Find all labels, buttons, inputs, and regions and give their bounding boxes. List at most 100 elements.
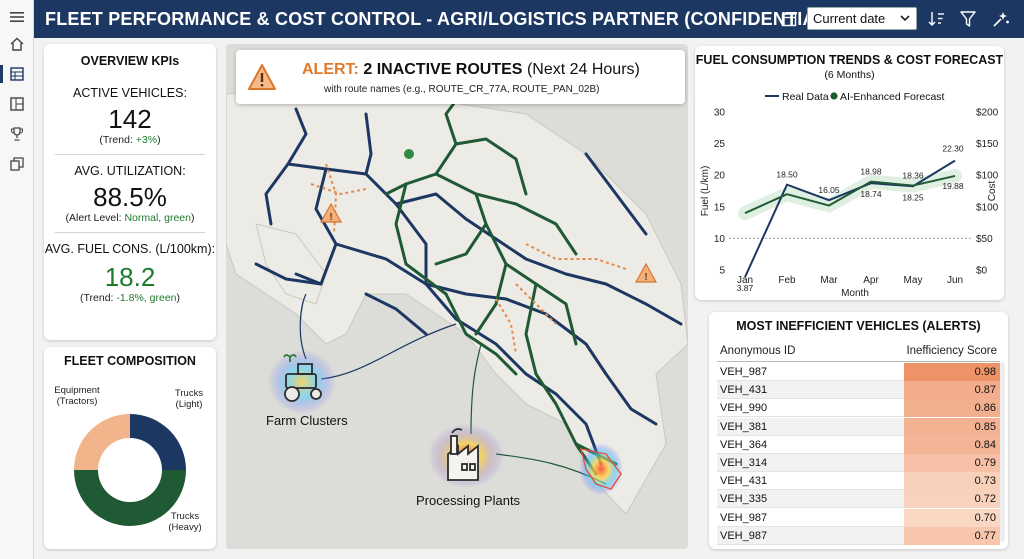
- inefficiency-score: 0.87: [904, 381, 1000, 400]
- fuel-chart-title: FUEL CONSUMPTION TRENDS & COST FORECAST: [695, 53, 1004, 67]
- donut-label-heavy: Trucks (Heavy): [168, 511, 202, 533]
- y-right-tick-label: $0: [976, 266, 988, 277]
- legend-swatch-forecast: [830, 92, 838, 100]
- table-scrollbar[interactable]: [1000, 362, 1005, 542]
- header-bar: FLEET PERFORMANCE & COST CONTROL - AGRI/…: [34, 0, 1024, 38]
- table-row[interactable]: VEH_990 0.86: [717, 399, 1000, 418]
- kpi-card-title: OVERVIEW KPIs: [80, 54, 180, 68]
- table-header: Anonymous ID Inefficiency Score: [717, 340, 1000, 362]
- table-row[interactable]: VEH_381 0.85: [717, 417, 1000, 436]
- table-row[interactable]: VEH_431 0.87: [717, 381, 1000, 400]
- alert-title: ALERT: 2 INACTIVE ROUTES (Next 24 Hours): [302, 61, 640, 78]
- inactive-route-alert-icon: !: [319, 202, 343, 223]
- inefficiency-score: 0.84: [904, 435, 1000, 454]
- table-row[interactable]: VEH_314 0.79: [717, 454, 1000, 472]
- kpi-divider: [55, 154, 205, 155]
- vehicle-id: VEH_987: [720, 366, 768, 378]
- copy-icon[interactable]: [4, 152, 30, 176]
- left-nav-rail: [0, 0, 34, 559]
- data-label: 18.50: [776, 170, 798, 180]
- date-filter-value: Current date: [813, 11, 886, 26]
- date-filter-select[interactable]: Current date: [807, 7, 917, 30]
- inefficiency-score: 0.86: [904, 399, 1000, 418]
- utilization-alert-level: (Alert Level: Normal, green): [65, 212, 195, 224]
- table-title: MOST INEFFICIENT VEHICLES (ALERTS): [736, 319, 981, 333]
- y-right-tick-label: $100: [976, 171, 999, 182]
- x-tick-label: Jan: [737, 275, 753, 286]
- inefficient-vehicles-card: MOST INEFFICIENT VEHICLES (ALERTS) Anony…: [709, 312, 1008, 549]
- fuel-consumption-value: 18.2: [104, 262, 156, 292]
- inactive-routes: [310, 163, 627, 355]
- route-map-canvas: ! !: [226, 44, 688, 549]
- column-header-id[interactable]: Anonymous ID: [720, 345, 796, 357]
- fuel-consumption-trend: (Trend: -1.8%, green): [80, 292, 180, 304]
- sort-icon[interactable]: [924, 7, 948, 31]
- table-row[interactable]: VEH_987 0.70: [717, 508, 1000, 527]
- x-tick-label: Apr: [863, 275, 879, 286]
- fuel-chart-subtitle: (6 Months): [824, 69, 875, 81]
- inefficiency-score: 0.77: [904, 526, 1000, 545]
- inactive-routes-alert[interactable]: ALERT: 2 INACTIVE ROUTES (Next 24 Hours)…: [236, 50, 685, 104]
- y-right-tick-label: $100: [976, 202, 999, 213]
- south-heatmap: [579, 443, 623, 495]
- donut-slice-0[interactable]: [130, 414, 186, 470]
- table-row[interactable]: VEH_335 0.72: [717, 490, 1000, 509]
- vehicle-id: VEH_987: [720, 529, 768, 542]
- inefficiency-score: 0.72: [904, 490, 1000, 509]
- donut-slice-2[interactable]: [74, 414, 130, 470]
- table-row[interactable]: VEH_987 0.98: [717, 363, 1000, 381]
- column-header-score[interactable]: Inefficiency Score: [906, 345, 997, 357]
- donut-slice-1[interactable]: [74, 470, 186, 526]
- ai-assistant-icon[interactable]: [989, 7, 1013, 31]
- filter-icon[interactable]: [956, 7, 980, 31]
- data-label: 16.05: [818, 185, 840, 195]
- legend-label-forecast: AI-Enhanced Forecast: [840, 91, 945, 103]
- factory-icon: [447, 428, 479, 481]
- donut-label-light: Trucks (Light): [174, 388, 204, 410]
- report-icon[interactable]: [0, 62, 30, 86]
- page-title: FLEET PERFORMANCE & COST CONTROL - AGRI/…: [45, 8, 834, 29]
- fuel-consumption-label: AVG. FUEL CONS. (L/100km):: [44, 242, 216, 256]
- processing-plants-label: Processing Plants: [416, 493, 521, 508]
- data-label: 18.36: [902, 171, 924, 181]
- vehicle-id: VEH_431: [720, 384, 768, 397]
- y-right-tick-label: $200: [976, 108, 999, 119]
- inefficiency-score: 0.73: [904, 472, 1000, 491]
- fleet-composition-card: FLEET COMPOSITION Equipment (Tractors) Tr…: [44, 347, 216, 549]
- farm-clusters-label: Farm Clusters: [266, 413, 348, 428]
- table-row[interactable]: VEH_987 0.77: [717, 526, 1000, 545]
- route-map[interactable]: ! ! Farm Clu: [226, 44, 688, 549]
- x-tick-label: Mar: [820, 275, 838, 286]
- x-axis-title: Month: [841, 288, 869, 299]
- data-label: 22.30: [942, 144, 964, 154]
- x-tick-label: Feb: [778, 275, 796, 286]
- series-line-real[interactable]: [744, 159, 956, 278]
- table-row[interactable]: VEH_364 0.84: [717, 435, 1000, 454]
- y-left-tick-label: 15: [714, 202, 726, 213]
- data-label: 3.87: [737, 283, 754, 293]
- vehicle-id: VEH_431: [720, 475, 768, 488]
- y-left-tick-label: 30: [714, 108, 726, 119]
- legend-label-real: Real Data: [782, 91, 829, 103]
- inactive-route-alert-icon: !: [634, 262, 658, 283]
- farm-heatmap: [268, 350, 336, 414]
- calendar-icon[interactable]: [777, 7, 801, 31]
- plant-connector-line: [470, 343, 482, 435]
- y-left-tick-label: 20: [714, 171, 726, 182]
- series-line-forecast[interactable]: [744, 174, 956, 215]
- trophy-icon[interactable]: [4, 122, 30, 146]
- menu-icon[interactable]: [4, 5, 30, 29]
- svg-text:!: !: [329, 212, 332, 223]
- data-label: 18.74: [860, 189, 882, 199]
- y-right-axis-title: Cost: [987, 180, 998, 201]
- chevron-down-icon: [899, 12, 911, 27]
- pages-icon[interactable]: [4, 92, 30, 116]
- y-right-tick-label: $50: [976, 234, 993, 245]
- kpi-divider: [55, 232, 205, 233]
- home-icon[interactable]: [4, 32, 30, 56]
- y-left-tick-label: 25: [714, 139, 726, 150]
- table-row[interactable]: VEH_431 0.73: [717, 472, 1000, 491]
- south-region-outline: [580, 448, 622, 490]
- x-tick-label: Jun: [947, 275, 963, 286]
- inefficiency-score: 0.79: [904, 454, 1000, 472]
